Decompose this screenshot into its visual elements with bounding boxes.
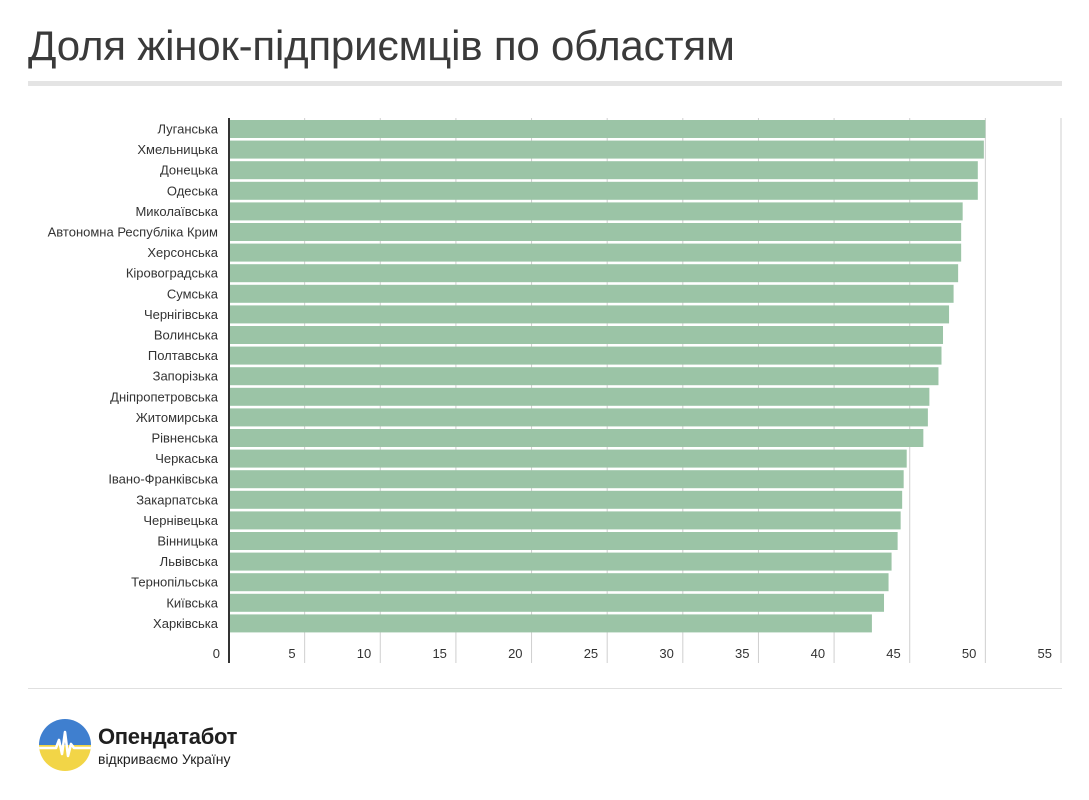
bar <box>229 470 904 489</box>
x-tick-label: 20 <box>508 646 522 661</box>
bar <box>229 140 984 159</box>
category-label: Кіровоградська <box>126 266 219 281</box>
category-label: Харківська <box>153 616 219 631</box>
sun-flag-pulse-icon <box>39 719 91 771</box>
bar-chart: Луганська Хмельницька Донецька Одеська Микол… <box>48 118 1062 663</box>
bar <box>229 552 892 571</box>
bar <box>229 284 954 303</box>
category-label: Херсонська <box>147 245 218 260</box>
category-label: Донецька <box>160 163 219 178</box>
category-label: Волинська <box>154 328 219 343</box>
category-label: Житомирська <box>136 410 219 425</box>
bar <box>229 387 930 406</box>
x-tick-label: 10 <box>357 646 371 661</box>
footer-divider <box>28 688 1062 689</box>
bar <box>229 346 942 365</box>
category-label: Сумська <box>167 286 219 301</box>
bar <box>229 532 898 550</box>
bar <box>229 490 903 509</box>
bar <box>229 305 950 324</box>
category-label: Вінницька <box>157 534 218 549</box>
category-label: Рівненська <box>151 431 218 446</box>
bar <box>229 181 978 200</box>
bar <box>229 202 963 221</box>
category-label: Луганська <box>157 122 218 137</box>
x-tick-label: 50 <box>962 646 976 661</box>
category-label: Полтавська <box>148 348 219 363</box>
category-label: Черкаська <box>155 451 219 466</box>
bar <box>229 593 885 612</box>
x-tick-label: 25 <box>584 646 598 661</box>
category-label: Хмельницька <box>137 142 218 157</box>
category-label: Автономна Республіка Крим <box>48 225 218 240</box>
bar <box>229 367 939 386</box>
bar <box>229 161 978 180</box>
x-tick-label: 30 <box>659 646 673 661</box>
category-label: Тернопільська <box>131 575 219 590</box>
category-label: Одеська <box>167 183 219 198</box>
brand-tagline: відкриваємо Україну <box>98 751 231 767</box>
bar <box>229 326 944 344</box>
category-label: Чернівецька <box>143 513 218 528</box>
x-tick-label: 0 <box>213 646 220 661</box>
x-tick-label: 35 <box>735 646 749 661</box>
chart-title: Доля жінок-підприємців по областям <box>28 22 735 69</box>
bar <box>229 511 901 530</box>
title-divider <box>28 81 1062 86</box>
bar <box>229 614 872 633</box>
bar <box>229 243 962 262</box>
category-label: Чернігівська <box>144 307 219 322</box>
bar <box>229 408 928 427</box>
bar <box>229 573 889 592</box>
bar <box>229 429 924 447</box>
x-tick-label: 5 <box>288 646 295 661</box>
category-label: Запорізька <box>153 369 219 384</box>
x-tick-label: 55 <box>1038 646 1052 661</box>
category-label: Івано-Франківська <box>108 472 218 487</box>
bar <box>229 449 907 468</box>
x-tick-label: 40 <box>811 646 825 661</box>
brand-name: Опендатабот <box>98 724 238 749</box>
brand-logo: Опендатабот відкриваємо Україну <box>38 718 298 778</box>
bar <box>229 223 962 241</box>
x-tick-label: 15 <box>432 646 446 661</box>
category-label: Дніпропетровська <box>110 389 219 404</box>
x-tick-label: 45 <box>886 646 900 661</box>
bar <box>229 120 986 138</box>
category-label: Київська <box>166 595 218 610</box>
category-label: Львівська <box>160 554 219 569</box>
bar <box>229 264 959 283</box>
category-label: Закарпатська <box>136 492 219 507</box>
category-label: Миколаївська <box>135 204 218 219</box>
